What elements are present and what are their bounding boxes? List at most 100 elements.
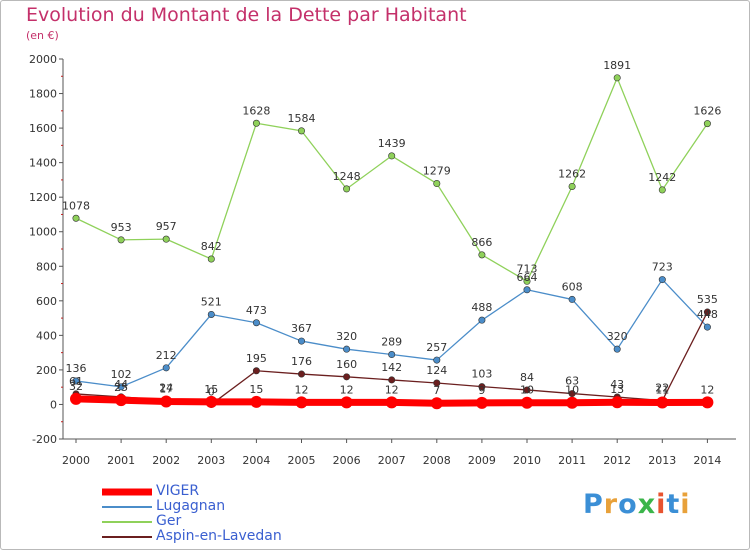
data-label: 9 — [478, 384, 485, 397]
data-label: 842 — [201, 240, 222, 253]
data-label: 1262 — [558, 167, 586, 180]
x-tick-label: 2000 — [62, 454, 90, 467]
x-tick-label: 2008 — [423, 454, 451, 467]
proxiti-logo: Proxiti — [583, 489, 691, 520]
data-label: 195 — [246, 352, 267, 365]
data-point — [340, 396, 353, 409]
data-label: 25 — [114, 381, 128, 394]
data-label: 136 — [66, 362, 87, 375]
data-label: 176 — [291, 355, 312, 368]
legend-entry: VIGER — [156, 483, 200, 499]
data-point — [478, 251, 486, 259]
data-point — [478, 316, 486, 324]
data-point — [160, 395, 173, 408]
data-label: 142 — [381, 361, 402, 374]
data-point — [250, 395, 263, 408]
data-point — [521, 396, 533, 409]
data-point — [613, 345, 621, 353]
data-label: 664 — [517, 271, 538, 284]
data-label: 1439 — [378, 137, 406, 150]
data-label: 61 — [69, 375, 83, 388]
data-label: 866 — [471, 236, 492, 249]
data-point — [343, 185, 351, 193]
data-point — [207, 310, 215, 318]
x-tick-label: 2004 — [242, 454, 270, 467]
data-point — [343, 373, 351, 381]
data-point — [205, 395, 218, 408]
data-point — [430, 397, 443, 410]
data-label: 10 — [520, 384, 534, 397]
data-label: 1626 — [693, 105, 721, 118]
logo-text: Proxiti — [583, 489, 691, 520]
data-point — [523, 286, 531, 294]
data-label: 63 — [565, 375, 579, 388]
data-point — [72, 377, 80, 385]
x-tick-label: 2007 — [378, 454, 406, 467]
chart-subtitle: (en €) — [26, 29, 59, 42]
data-label: 102 — [111, 368, 132, 381]
x-tick-label: 2002 — [152, 454, 180, 467]
data-point — [297, 127, 305, 135]
data-label: 1078 — [62, 199, 90, 212]
x-tick-label: 2005 — [288, 454, 316, 467]
x-tick-label: 2009 — [468, 454, 496, 467]
y-tick-label: 600 — [36, 295, 57, 308]
data-label: 521 — [201, 295, 222, 308]
x-tick-label: 2006 — [333, 454, 361, 467]
data-label: 0 — [208, 385, 215, 398]
data-label: 11 — [655, 384, 669, 397]
data-label: 44 — [114, 378, 128, 391]
data-label: 212 — [156, 349, 177, 362]
data-label: 448 — [697, 308, 718, 321]
data-label: 12 — [385, 383, 399, 396]
data-label: 124 — [426, 364, 447, 377]
x-tick-label: 2011 — [558, 454, 586, 467]
data-point — [385, 396, 398, 409]
data-label: 535 — [697, 293, 718, 306]
x-tick-label: 2003 — [197, 454, 225, 467]
data-point — [115, 394, 128, 407]
data-label: 12 — [340, 383, 354, 396]
data-point — [295, 396, 308, 409]
data-point — [252, 319, 260, 327]
data-label: 12 — [700, 383, 714, 396]
data-label: 367 — [291, 322, 312, 335]
y-tick-label: 2000 — [29, 53, 57, 66]
data-point — [701, 396, 714, 409]
data-label: 7 — [433, 384, 440, 397]
data-point — [72, 214, 80, 222]
data-point — [656, 396, 669, 409]
data-point — [703, 308, 711, 316]
data-label: 723 — [652, 261, 673, 274]
data-point — [611, 396, 624, 409]
data-point — [388, 152, 396, 160]
y-tick-label: 1000 — [29, 226, 57, 239]
data-label: 13 — [610, 383, 624, 396]
data-point — [162, 235, 170, 243]
data-label: 608 — [562, 280, 583, 293]
y-tick-label: 800 — [36, 260, 57, 273]
data-label: 320 — [336, 330, 357, 343]
y-tick-label: 1200 — [29, 191, 57, 204]
data-label: 1628 — [242, 104, 270, 117]
data-point — [475, 396, 488, 409]
data-label: 1584 — [288, 112, 316, 125]
data-label: 1248 — [333, 170, 361, 183]
y-tick-label: 400 — [36, 329, 57, 342]
data-point — [297, 370, 305, 378]
data-label: 43 — [610, 378, 624, 391]
x-tick-label: 2001 — [107, 454, 135, 467]
data-point — [433, 356, 441, 364]
data-point — [117, 236, 125, 244]
legend-entry: Lugagnan — [156, 498, 226, 514]
x-tick-label: 2012 — [603, 454, 631, 467]
data-label: 15 — [204, 383, 218, 396]
data-point — [207, 255, 215, 263]
data-label: 12 — [295, 383, 309, 396]
data-point — [658, 276, 666, 284]
data-point — [343, 345, 351, 353]
data-point — [162, 364, 170, 372]
x-tick-label: 2013 — [648, 454, 676, 467]
data-label: 1891 — [603, 59, 631, 72]
data-label: 103 — [471, 368, 492, 381]
